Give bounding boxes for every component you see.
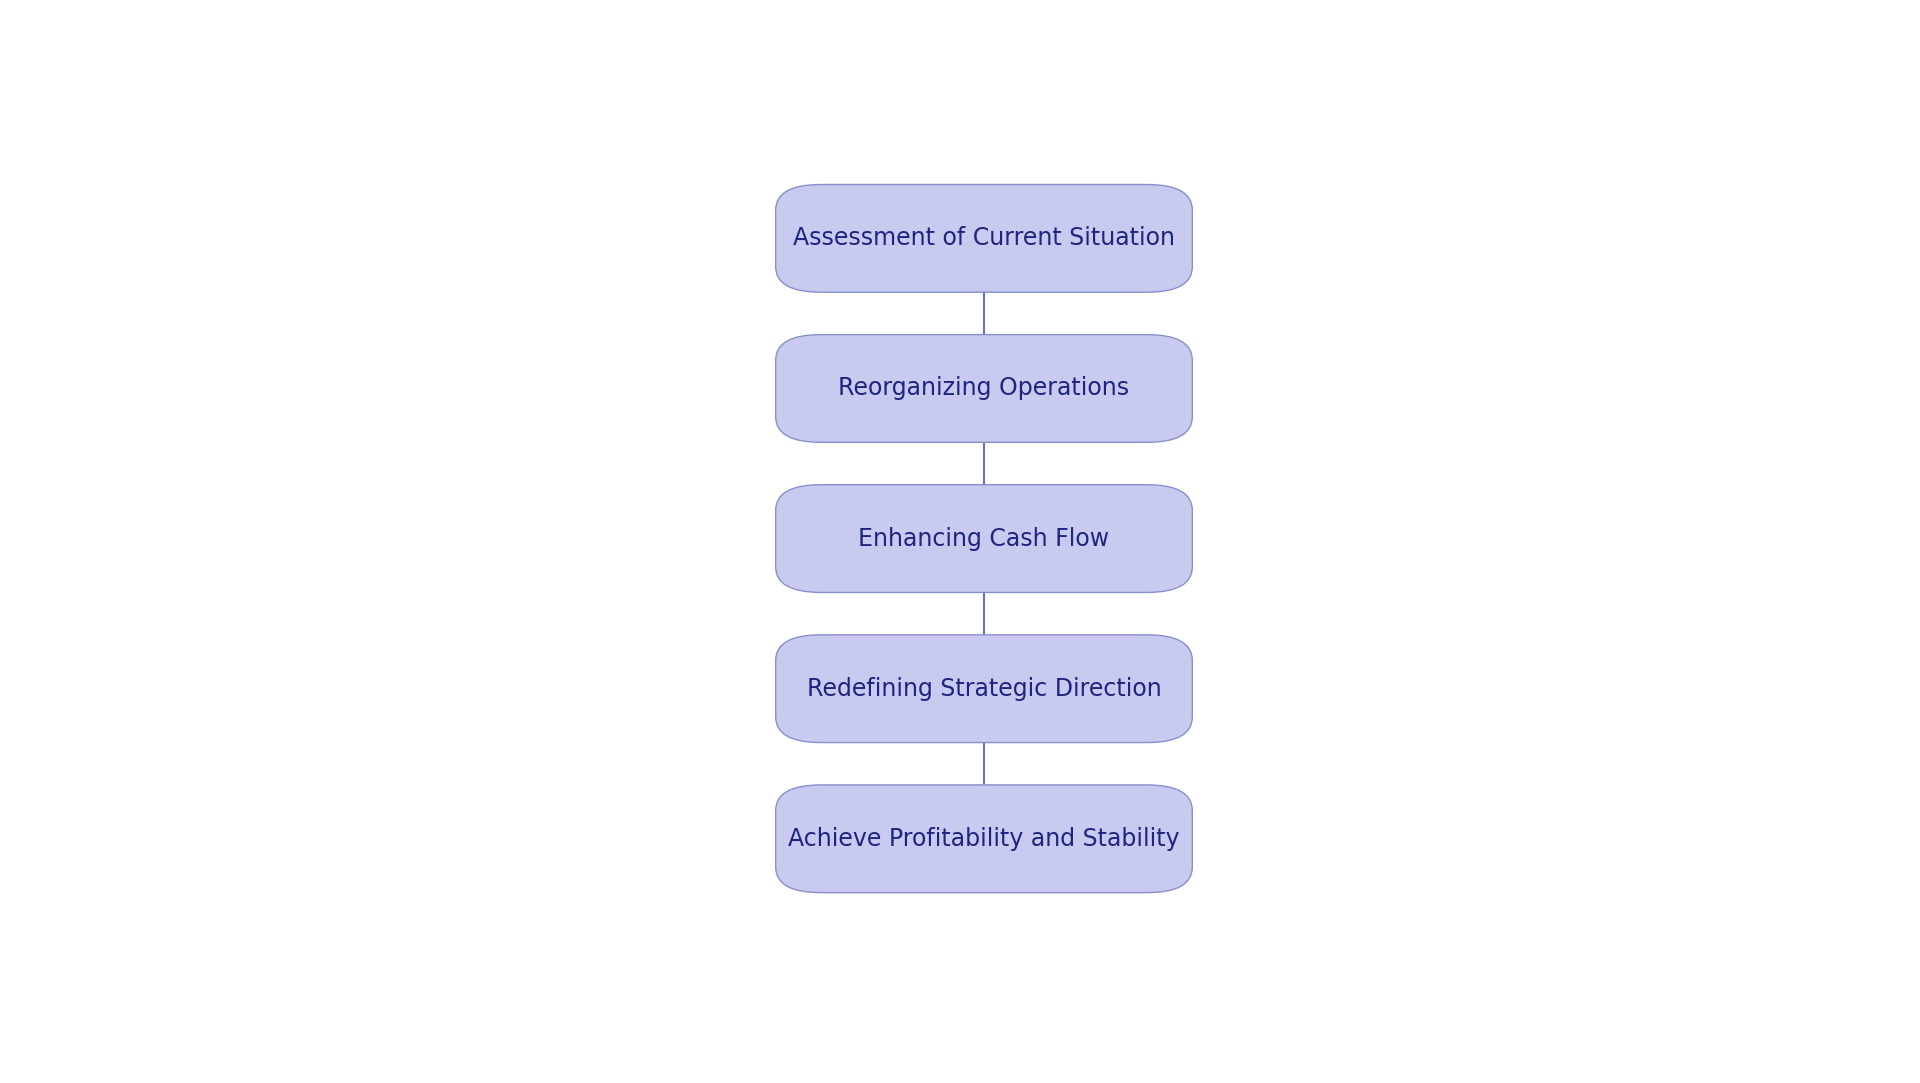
- FancyBboxPatch shape: [776, 335, 1192, 442]
- FancyBboxPatch shape: [776, 635, 1192, 743]
- FancyBboxPatch shape: [776, 485, 1192, 592]
- FancyBboxPatch shape: [776, 184, 1192, 292]
- FancyBboxPatch shape: [776, 785, 1192, 892]
- Text: Achieve Profitability and Stability: Achieve Profitability and Stability: [789, 826, 1179, 851]
- Text: Assessment of Current Situation: Assessment of Current Situation: [793, 226, 1175, 250]
- Text: Enhancing Cash Flow: Enhancing Cash Flow: [858, 526, 1110, 550]
- Text: Reorganizing Operations: Reorganizing Operations: [839, 377, 1129, 401]
- Text: Redefining Strategic Direction: Redefining Strategic Direction: [806, 677, 1162, 701]
